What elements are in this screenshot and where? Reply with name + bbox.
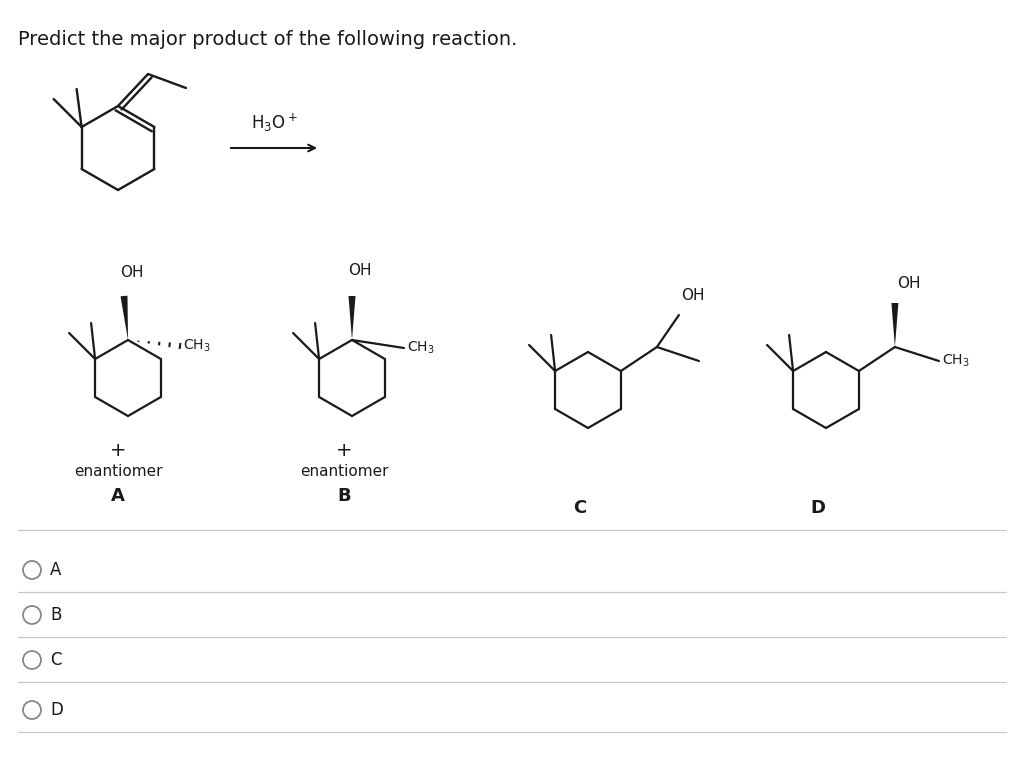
Text: CH$_3$: CH$_3$ [183,338,211,354]
Text: OH: OH [120,265,143,280]
Text: enantiomer: enantiomer [300,464,388,479]
Text: +: + [336,441,352,460]
Text: CH$_3$: CH$_3$ [407,340,434,356]
Text: C: C [573,499,587,517]
Text: D: D [50,701,62,719]
Polygon shape [892,303,898,347]
Text: OH: OH [681,288,705,303]
Text: +: + [110,441,126,460]
Text: A: A [111,487,125,505]
Text: OH: OH [348,263,372,278]
Text: C: C [50,651,61,669]
Text: Predict the major product of the following reaction.: Predict the major product of the followi… [18,30,517,49]
Text: OH: OH [897,276,921,291]
Text: B: B [50,606,61,624]
Text: A: A [50,561,61,579]
Text: CH$_3$: CH$_3$ [942,353,970,369]
Polygon shape [348,296,355,340]
Text: enantiomer: enantiomer [74,464,162,479]
Polygon shape [121,296,128,340]
Text: H$_3$O$^+$: H$_3$O$^+$ [251,112,297,134]
Text: D: D [811,499,825,517]
Text: B: B [337,487,351,505]
